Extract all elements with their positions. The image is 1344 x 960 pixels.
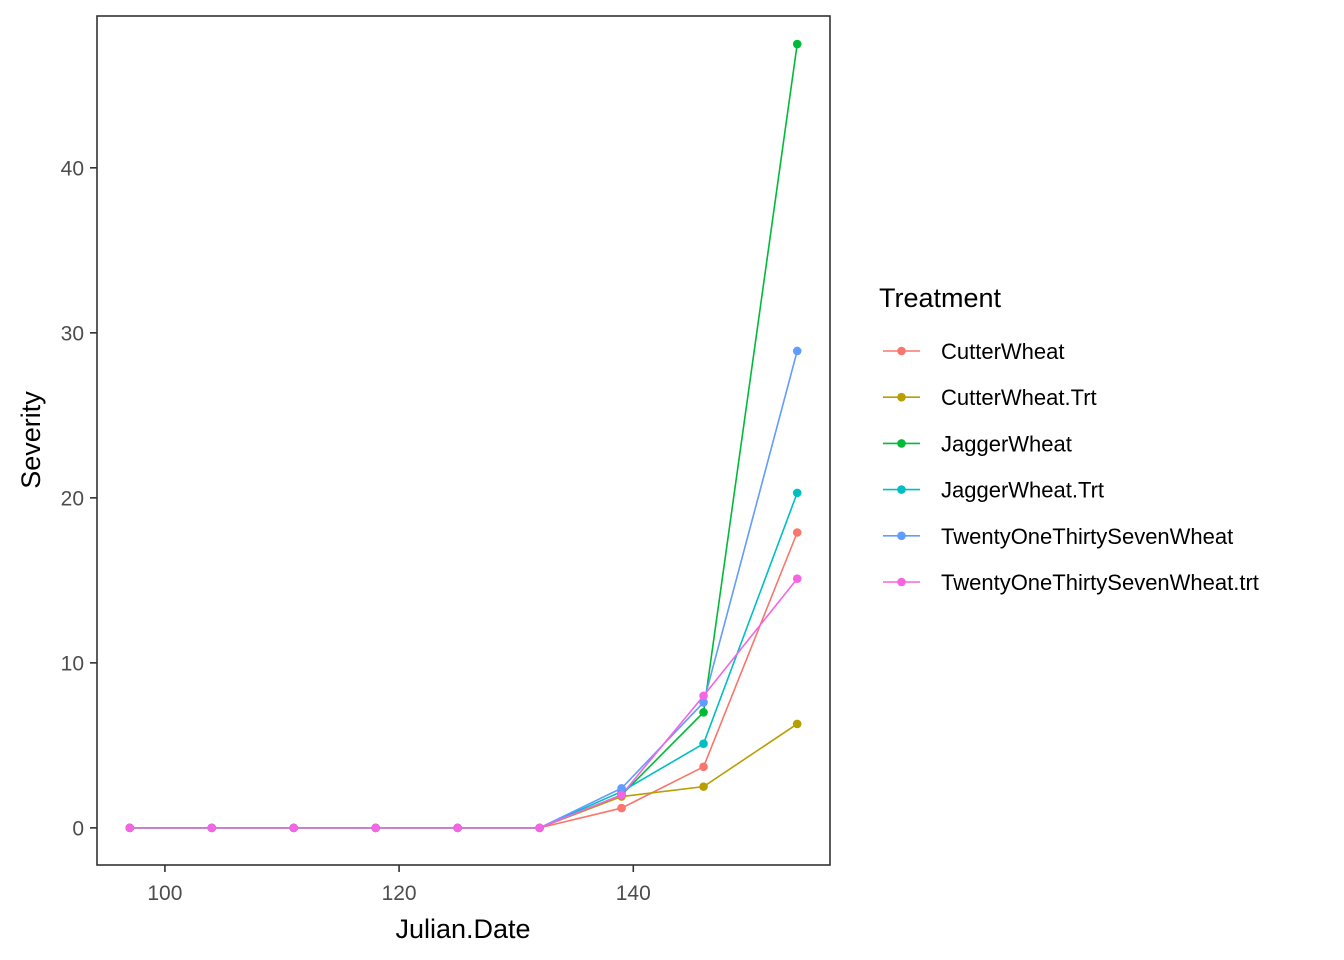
data-point [699,691,708,701]
data-point [699,698,708,707]
legend-key-point [897,531,906,541]
y-tick-label: 40 [61,157,84,180]
legend-title: Treatment [879,283,1002,313]
legend-label: JaggerWheat.Trt [941,478,1104,503]
data-point [699,762,708,772]
y-axis-title: Severity [16,391,46,489]
data-point [792,488,802,498]
legend-item: TwentyOneThirtySevenWheat.trt [883,570,1259,595]
legend-item: CutterWheat.Trt [883,385,1097,410]
legend-label: CutterWheat [941,339,1065,364]
data-point [792,719,802,729]
data-point [699,739,708,749]
legend-key-point [897,392,906,402]
legend-key-point [897,346,906,356]
data-point [792,528,802,537]
legend: Treatment CutterWheat CutterWheat.Trt Jagg… [879,283,1259,595]
y-tick-label: 20 [61,487,84,510]
data-point [792,39,802,49]
x-tick-label: 140 [616,882,651,905]
legend-label: TwentyOneThirtySevenWheat.trt [941,570,1259,595]
data-point [535,823,544,833]
data-point [699,708,708,717]
data-point [792,346,802,356]
legend-item: JaggerWheat.Trt [883,478,1104,503]
data-point [371,823,380,833]
legend-key-point [897,577,906,587]
x-axis: 100 120 140 [147,865,651,905]
data-point [207,823,217,833]
y-tick-label: 0 [72,817,84,840]
legend-key-point [897,439,906,448]
legend-label: CutterWheat.Trt [941,385,1097,410]
legend-label: JaggerWheat [941,431,1072,456]
data-point [617,790,626,800]
y-tick-label: 30 [61,322,84,345]
data-point [617,783,626,793]
legend-item: TwentyOneThirtySevenWheat [883,524,1233,549]
y-axis: 0 10 20 30 40 [61,157,97,840]
data-point [792,574,802,583]
data-point [125,823,135,833]
legend-label: TwentyOneThirtySevenWheat [941,524,1233,549]
legend-item: CutterWheat [883,339,1065,364]
x-tick-label: 120 [382,882,417,905]
legend-item: JaggerWheat [883,431,1072,456]
panel-border [96,15,831,866]
x-tick-label: 100 [147,882,182,905]
data-point [699,782,708,791]
data-point [617,803,626,813]
x-axis-title: Julian.Date [395,914,530,944]
data-point [289,823,299,833]
data-point [453,823,462,833]
legend-key-point [897,485,906,494]
plot-marks [125,39,802,833]
y-tick-label: 10 [61,652,84,675]
